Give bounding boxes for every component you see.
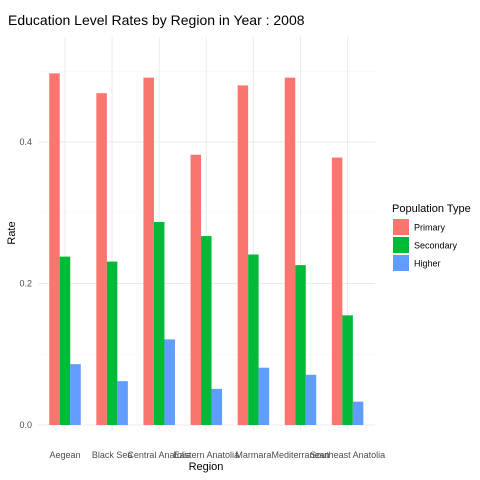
- x-tick-label: Marmara: [235, 450, 271, 460]
- legend-title: Population Type: [392, 203, 471, 215]
- legend-key-higher: [393, 255, 409, 271]
- bar-secondary-southeast-anatolia: [342, 315, 353, 425]
- bar-higher-eastern-anatolia: [211, 388, 223, 425]
- y-tick-label: 0.4: [19, 137, 32, 147]
- x-tick-label: Central Anatolia: [127, 450, 191, 460]
- bar-higher-central-anatolia: [164, 339, 175, 425]
- legend-key-primary: [393, 219, 409, 235]
- legend-label-higher: Higher: [414, 259, 441, 269]
- bar-primary-central-anatolia: [143, 77, 154, 426]
- bar-secondary-eastern-anatolia: [201, 236, 212, 425]
- x-tick-label: Black Sea: [92, 450, 133, 460]
- x-axis-title: Region: [189, 461, 224, 473]
- bar-primary-marmara: [237, 85, 249, 426]
- x-tick-label: Mediterranean: [271, 450, 329, 460]
- x-tick-label: Eastern Anatolia: [174, 450, 240, 460]
- bar-higher-marmara: [258, 367, 270, 425]
- y-axis-title: Rate: [6, 221, 18, 244]
- legend-label-primary: Primary: [414, 223, 445, 233]
- x-tick-label: Aegean: [49, 450, 80, 460]
- legend-label-secondary: Secondary: [414, 241, 458, 251]
- y-axis-ticks: 0.0 0.2 0.4: [19, 137, 32, 430]
- bars: [49, 73, 364, 426]
- bar-secondary-black-sea: [106, 261, 118, 425]
- chart-title: Education Level Rates by Region in Year …: [8, 12, 305, 28]
- bar-primary-eastern-anatolia: [190, 154, 202, 426]
- bar-secondary-aegean: [59, 256, 71, 425]
- legend-key-secondary: [393, 237, 409, 253]
- x-tick-label: Southeast Anatolia: [310, 450, 385, 460]
- y-tick-label: 0.0: [19, 420, 32, 430]
- bar-primary-mediterranean: [284, 77, 296, 426]
- legend: Population Type Primary Secondary Higher: [392, 203, 471, 271]
- bar-secondary-central-anatolia: [153, 221, 165, 425]
- y-tick-label: 0.2: [19, 279, 32, 289]
- bar-primary-aegean: [49, 73, 60, 426]
- bar-primary-southeast-anatolia: [331, 157, 343, 425]
- bar-higher-southeast-anatolia: [352, 401, 364, 425]
- bar-higher-black-sea: [117, 381, 128, 425]
- bar-primary-black-sea: [96, 93, 107, 426]
- bar-higher-mediterranean: [305, 374, 317, 425]
- bar-higher-aegean: [70, 364, 81, 425]
- bar-secondary-marmara: [248, 254, 259, 425]
- bar-secondary-mediterranean: [295, 265, 306, 425]
